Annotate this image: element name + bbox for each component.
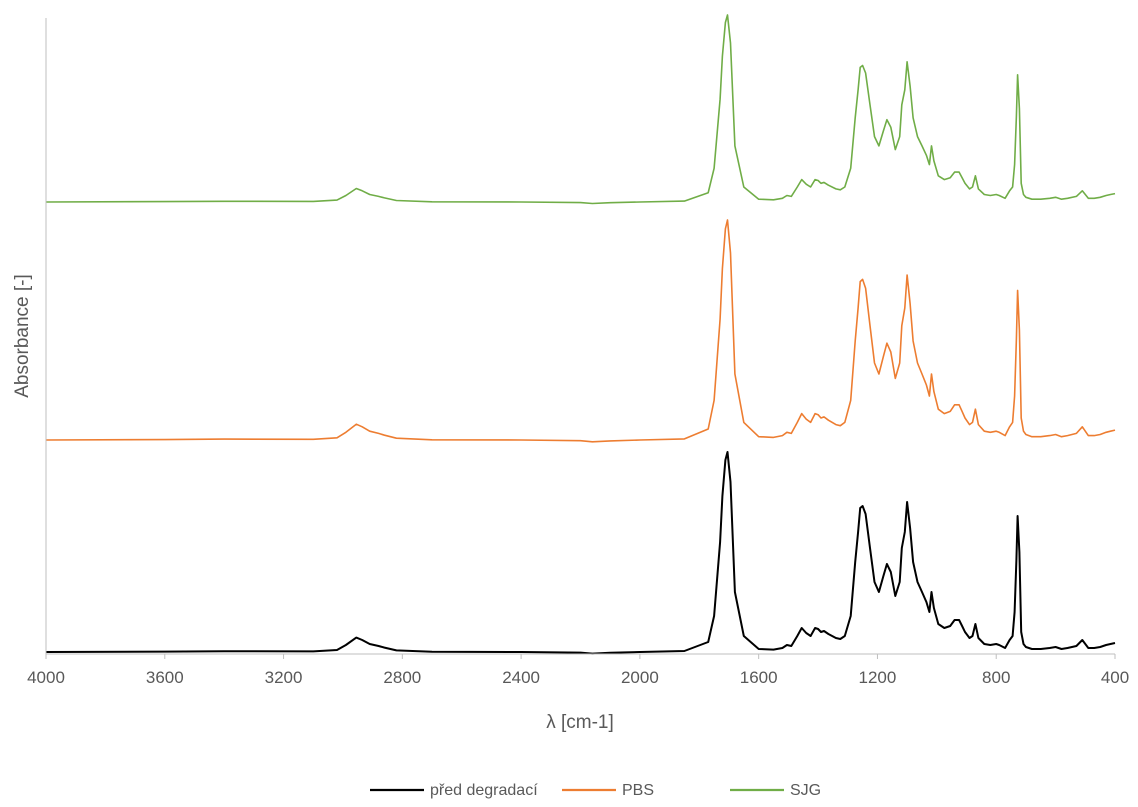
y-axis-title: Absorbance [-] xyxy=(12,274,33,398)
x-tick-label: 4000 xyxy=(27,668,65,687)
x-axis-tick-labels: 4000 3600 3200 2800 2400 2000 1600 1200 800 400 xyxy=(27,668,1129,687)
x-tick-label: 2000 xyxy=(621,668,659,687)
legend-label: PBS xyxy=(622,782,654,799)
x-axis-ticks xyxy=(45,654,1116,659)
x-tick-label: 2400 xyxy=(502,668,540,687)
x-tick-label: 1600 xyxy=(740,668,778,687)
series-line-2 xyxy=(45,219,1116,443)
legend: před degradací PBS SJG xyxy=(370,782,821,799)
series-line-1 xyxy=(45,451,1116,655)
x-tick-label: 2800 xyxy=(383,668,421,687)
x-tick-label: 1200 xyxy=(859,668,897,687)
x-axis-title: λ [cm-1] xyxy=(546,712,614,733)
plot-area xyxy=(45,14,1116,655)
legend-label: SJG xyxy=(790,782,821,799)
legend-label: před degradací xyxy=(430,782,538,799)
x-tick-label: 800 xyxy=(982,668,1010,687)
x-tick-label: 400 xyxy=(1101,668,1129,687)
x-tick-label: 3200 xyxy=(265,668,303,687)
x-tick-label: 3600 xyxy=(146,668,184,687)
series-line-3 xyxy=(45,14,1116,205)
